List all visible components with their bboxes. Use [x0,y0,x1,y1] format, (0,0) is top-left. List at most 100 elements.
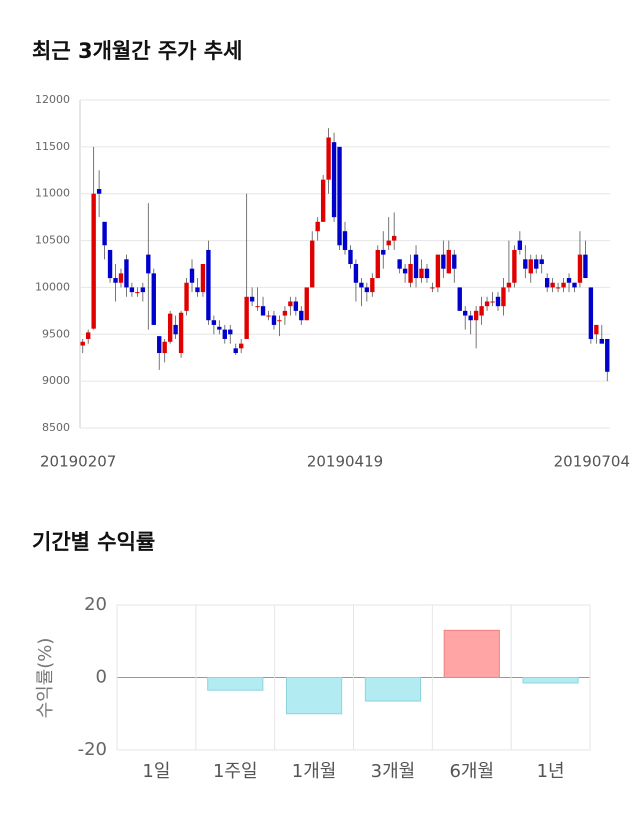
candle-body [211,320,217,325]
candle-body [501,287,506,307]
candle-body [484,301,490,307]
candle-body [435,254,441,288]
candle-body [266,315,271,317]
candle-body [239,343,244,349]
candle-body [228,329,233,335]
candle-body [588,287,594,339]
candle-body [539,259,544,264]
candle-body [473,310,479,321]
candle-body [146,254,151,274]
x-tick-label: 1개월 [292,761,337,782]
candle-body [140,287,146,293]
candle-body [544,278,550,288]
candle-body [271,315,277,325]
candle-body [446,249,451,274]
candle-body [304,287,309,321]
x-tick-label: 1일 [142,761,170,782]
candle-body [310,240,315,288]
chart-title: 기간별 수익률 [32,530,155,554]
candle-body [348,249,353,264]
candle-body [337,146,342,246]
candle-body [189,268,195,283]
candle-body [512,249,517,283]
candle-body [605,338,610,372]
candle-body [441,254,446,269]
candle-body [129,287,135,293]
candle-body [452,254,457,269]
candle-body [277,320,282,322]
candle-body [260,306,266,316]
candle-body [402,268,408,274]
bar [364,677,422,702]
bar [285,677,343,715]
candle-body [375,249,380,279]
bar [443,629,500,678]
candle-body [490,301,495,303]
candle-body [315,221,320,232]
candle-body [370,278,375,293]
candle-body [320,179,326,222]
candle-body [249,296,255,302]
candle-body [96,189,102,194]
candle-body [200,264,206,293]
y-tick-label: 9500 [42,327,70,340]
candle-body [419,268,424,279]
candle-body [173,324,178,335]
candle-body [359,282,364,288]
candle-body [244,296,249,339]
y-tick-label: -20 [78,739,107,760]
chart-title: 최근 3개월간 주가 추세 [32,39,242,63]
candle-body [288,301,293,307]
candle-body [506,282,512,288]
x-tick-label: 20190207 [40,453,116,471]
candle-body [151,273,156,325]
candle-body [162,341,167,354]
candle-body [572,282,577,288]
candle-body [282,310,288,316]
candle-body [594,324,599,335]
candle-body [523,259,528,269]
x-tick-label: 6개월 [449,761,494,782]
candle-body [222,329,227,339]
candle-body [408,264,413,283]
candle-body [107,249,113,279]
candle-body [124,259,129,288]
candle-body [424,268,430,279]
x-tick-label: 1년 [537,761,565,782]
candle-body [457,287,462,311]
y-tick-label: 11500 [35,140,70,153]
bar [522,677,579,684]
candle-body [102,221,107,246]
candle-body [528,259,533,274]
y-axis-label: 수익률(%) [35,638,56,719]
y-tick-label: 11000 [35,187,70,200]
candle-body [386,240,391,246]
candle-body [397,259,402,269]
candle-body [217,326,222,330]
candle-body [381,249,386,255]
y-tick-label: 9000 [42,374,70,387]
y-tick-label: 8500 [42,421,70,434]
y-tick-label: 12000 [35,93,70,106]
y-tick-label: 0 [96,667,107,688]
bar [207,677,264,691]
candle-body [463,310,468,316]
x-tick-label: 1주일 [213,761,258,782]
candle-body [391,235,397,241]
candle-body [561,282,566,288]
candle-body [495,296,501,307]
candle-body [157,336,162,354]
candle-body [255,306,260,308]
y-tick-label: 10000 [35,280,70,293]
x-tick-label: 3개월 [371,761,416,782]
x-tick-label: 20190419 [307,453,383,471]
candle-body [342,231,348,250]
candle-body [206,249,211,321]
candle-body [534,259,539,269]
candle-body [550,282,555,288]
candle-body [86,332,91,339]
candle-body [599,338,604,344]
candle-body [468,315,473,321]
